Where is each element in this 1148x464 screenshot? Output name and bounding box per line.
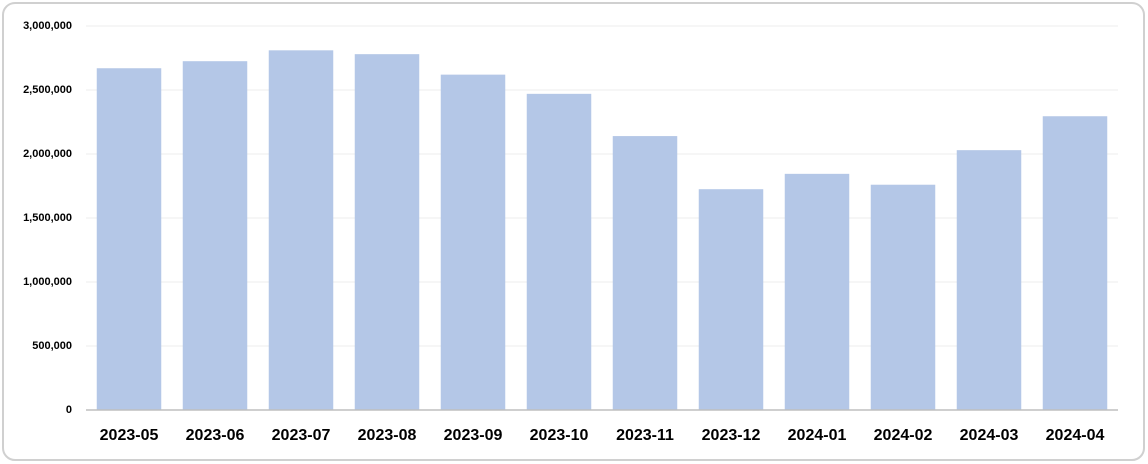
- x-tick-label: 2024-03: [960, 427, 1019, 444]
- x-tick-label: 2024-01: [788, 427, 847, 444]
- x-tick-label: 2023-10: [530, 427, 589, 444]
- bar: [440, 74, 506, 410]
- x-tick-label: 2023-06: [186, 427, 245, 444]
- x-tick-label: 2024-02: [874, 427, 933, 444]
- bar: [182, 61, 248, 410]
- y-tick-label: 0: [66, 404, 72, 416]
- y-tick-label: 1,500,000: [23, 212, 72, 224]
- y-tick-label: 2,500,000: [23, 84, 72, 96]
- bar: [526, 93, 592, 410]
- bar: [698, 189, 764, 410]
- x-tick-label: 2023-05: [100, 427, 159, 444]
- bar: [354, 54, 420, 410]
- bar: [96, 68, 162, 411]
- x-tick-label: 2023-11: [616, 427, 674, 444]
- x-tick-label: 2023-09: [444, 427, 503, 444]
- bar: [1042, 116, 1108, 411]
- bar: [784, 173, 850, 410]
- bar: [870, 184, 936, 410]
- y-tick-label: 500,000: [32, 340, 72, 352]
- x-tick-label: 2023-07: [272, 427, 331, 444]
- x-tick-label: 2024-04: [1046, 427, 1105, 444]
- x-tick-label: 2023-08: [358, 427, 417, 444]
- bar: [612, 136, 678, 410]
- y-tick-label: 2,000,000: [23, 148, 72, 160]
- x-tick-label: 2023-12: [702, 427, 761, 444]
- y-tick-label: 3,000,000: [23, 20, 72, 32]
- bar: [268, 50, 334, 410]
- y-tick-label: 1,000,000: [23, 276, 72, 288]
- bar: [956, 150, 1022, 410]
